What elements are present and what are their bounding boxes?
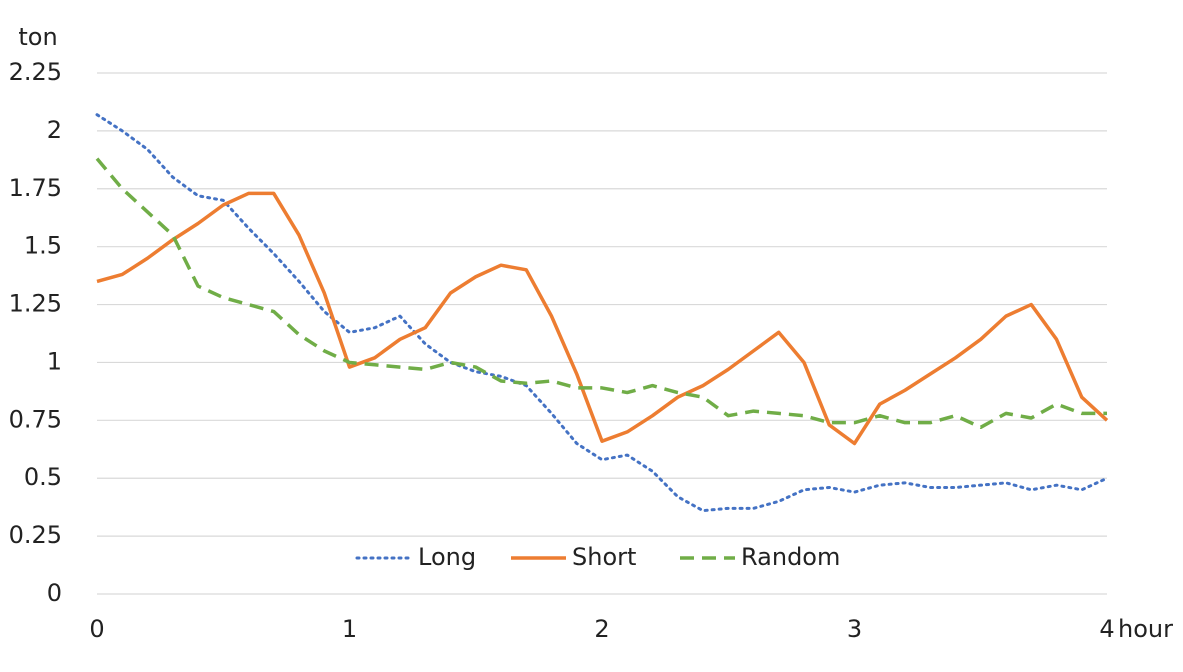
y-tick-label: 1.75 [9, 174, 62, 202]
series-line [95, 113, 1109, 513]
y-tick-label: 1.5 [24, 232, 62, 260]
y-tick-label: 0 [47, 579, 62, 607]
y-tick-label: 2 [47, 116, 62, 144]
x-tick-label: 0 [89, 615, 104, 643]
legend-label: Long [418, 543, 476, 571]
x-tick-label: 1 [342, 615, 357, 643]
y-axis-label: ton [18, 23, 57, 51]
x-tick-label: 2 [594, 615, 609, 643]
x-tick-label: 4 [1099, 615, 1114, 643]
y-tick-label: 1 [47, 347, 62, 375]
x-axis-label: hour [1118, 615, 1173, 643]
legend-label: Random [741, 543, 840, 571]
y-tick-label: 1.25 [9, 290, 62, 318]
y-tick-label: 0.75 [9, 405, 62, 433]
y-tick-label: 0.25 [9, 521, 62, 549]
x-tick-label: 3 [847, 615, 862, 643]
y-tick-label: 2.25 [9, 58, 62, 86]
legend: Long Short Random [355, 543, 840, 571]
legend-label: Short [572, 543, 636, 571]
y-tick-label: 0.5 [24, 463, 62, 491]
series-line [95, 157, 1107, 430]
series-line [96, 191, 1109, 446]
